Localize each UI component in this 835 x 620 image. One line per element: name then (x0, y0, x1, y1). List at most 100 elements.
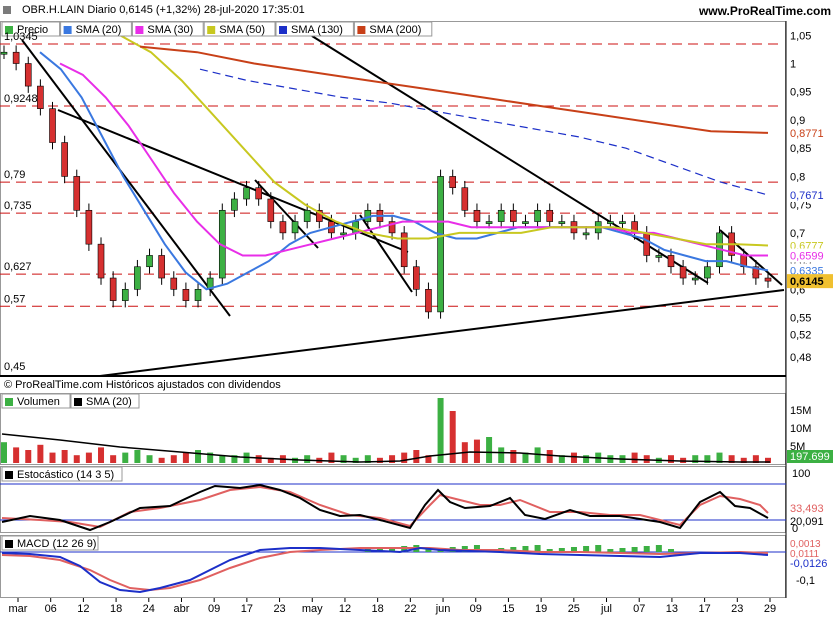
volume-bar (486, 437, 493, 463)
stoch-badge-d: 33,493 (790, 503, 824, 515)
candle-body (425, 289, 432, 313)
volume-bar (364, 455, 371, 463)
volume-bar (716, 452, 723, 463)
candle-body (49, 108, 56, 143)
x-tick-label: 17 (698, 603, 710, 615)
legend-swatch (63, 26, 72, 34)
candle-body (764, 277, 772, 282)
stoch-k-line (1, 483, 769, 532)
volume-bar (182, 452, 189, 463)
macd-bar (389, 547, 396, 552)
volume-bar (449, 411, 456, 463)
volume-bar (437, 398, 444, 463)
candle-body (182, 289, 190, 301)
trendline-6 (99, 289, 785, 377)
volume-bar (546, 450, 553, 463)
macd-legend: MACD (12 26 9) (1, 535, 99, 551)
x-tick-label: 12 (339, 603, 351, 615)
x-tick-label: 07 (633, 603, 645, 615)
candle-body (231, 198, 238, 211)
legend-label: SMA (130) (291, 24, 343, 36)
volume-bar (704, 455, 711, 463)
trendline-3 (254, 179, 319, 249)
x-tick-label: 15 (502, 603, 514, 615)
level-label: 0,735 (4, 200, 32, 212)
macd-badge-1: 0,0013 (790, 539, 821, 550)
volume-bar (740, 457, 747, 463)
sma-line (139, 45, 769, 134)
x-tick-label: 18 (110, 603, 122, 615)
site-link[interactable]: www.ProRealTime.com (698, 4, 831, 18)
macd-bar (631, 547, 638, 552)
candle-body (679, 266, 687, 279)
price-tick: 0,55 (790, 313, 811, 325)
candle-body (97, 243, 105, 279)
candle-body (24, 63, 32, 87)
legend-item (275, 21, 354, 37)
candle-body (73, 176, 81, 211)
macd-line (1, 546, 769, 594)
x-tick-label: 09 (470, 603, 482, 615)
x-tick-label: 12 (77, 603, 89, 615)
legend-label: Precio (17, 24, 48, 36)
macd-bar (546, 549, 553, 552)
volume-bar (413, 450, 420, 463)
volume-bar (304, 455, 311, 463)
last-price-badge-bg (787, 274, 833, 289)
x-tick-label: 06 (45, 603, 57, 615)
volume-bar (25, 450, 32, 463)
candle-body (194, 289, 202, 301)
x-tick-label: 23 (273, 603, 285, 615)
legend-label: SMA (200) (369, 24, 421, 36)
candle-body (413, 266, 420, 290)
candle-body (85, 209, 93, 245)
sma-line (39, 51, 769, 291)
candle-body (12, 51, 20, 64)
price-candles (0, 45, 772, 319)
volume-tick-10m: 10M (790, 423, 811, 435)
x-tick-label: 22 (404, 603, 416, 615)
volume-bar (558, 455, 565, 463)
candle-body (510, 209, 517, 222)
macd-bar (667, 549, 674, 552)
trendlines (21, 35, 785, 377)
stoch-legend: Estocástico (14 3 5) (1, 466, 123, 482)
legend-swatch (5, 26, 13, 34)
price-tick: 0,75 (790, 200, 811, 212)
legend-item (353, 21, 433, 37)
x-tick-label: abr (174, 603, 190, 615)
volume-bar (401, 452, 408, 463)
candle-body (752, 266, 760, 279)
macd-bar (570, 547, 577, 552)
level-label: 0,45 (4, 361, 25, 373)
collapse-icon[interactable] (3, 6, 11, 14)
macd-legend-label: MACD (12 26 9) (17, 538, 96, 550)
sma-line (199, 68, 769, 196)
candle-body (267, 198, 275, 222)
candle-body (400, 232, 408, 268)
volume-bar (207, 452, 214, 463)
volume-bar (267, 457, 274, 463)
volume-bar (534, 447, 541, 463)
volume-bar (328, 452, 335, 463)
volume-badge-bg (787, 450, 833, 463)
volume-bar (376, 457, 383, 463)
left-level-labels: 1,0345 0,9248 0,79 0,735 0,627 0,57 0,45 (4, 31, 38, 373)
volume-bar (389, 455, 396, 463)
volume-bar (643, 455, 650, 463)
panel-frames (0, 21, 786, 598)
candle-body (582, 232, 590, 236)
price-legend: Precio SMA (20) SMA (30) SMA (50) SMA (130) S… (1, 21, 433, 37)
x-tick-label: 13 (666, 603, 678, 615)
chart-title: OBR.H.LAIN Diario 0,6145 (+1,32%) 28-jul… (22, 4, 305, 16)
price-badge: 0,6145 (790, 276, 824, 288)
volume-bar (146, 455, 153, 463)
volume-bar (73, 455, 80, 463)
candle-body (170, 277, 178, 290)
volume-bar (728, 455, 735, 463)
volume-bar (510, 450, 517, 463)
candle-body (255, 187, 262, 200)
macd-bar (619, 548, 626, 552)
macd-bar (607, 549, 614, 552)
